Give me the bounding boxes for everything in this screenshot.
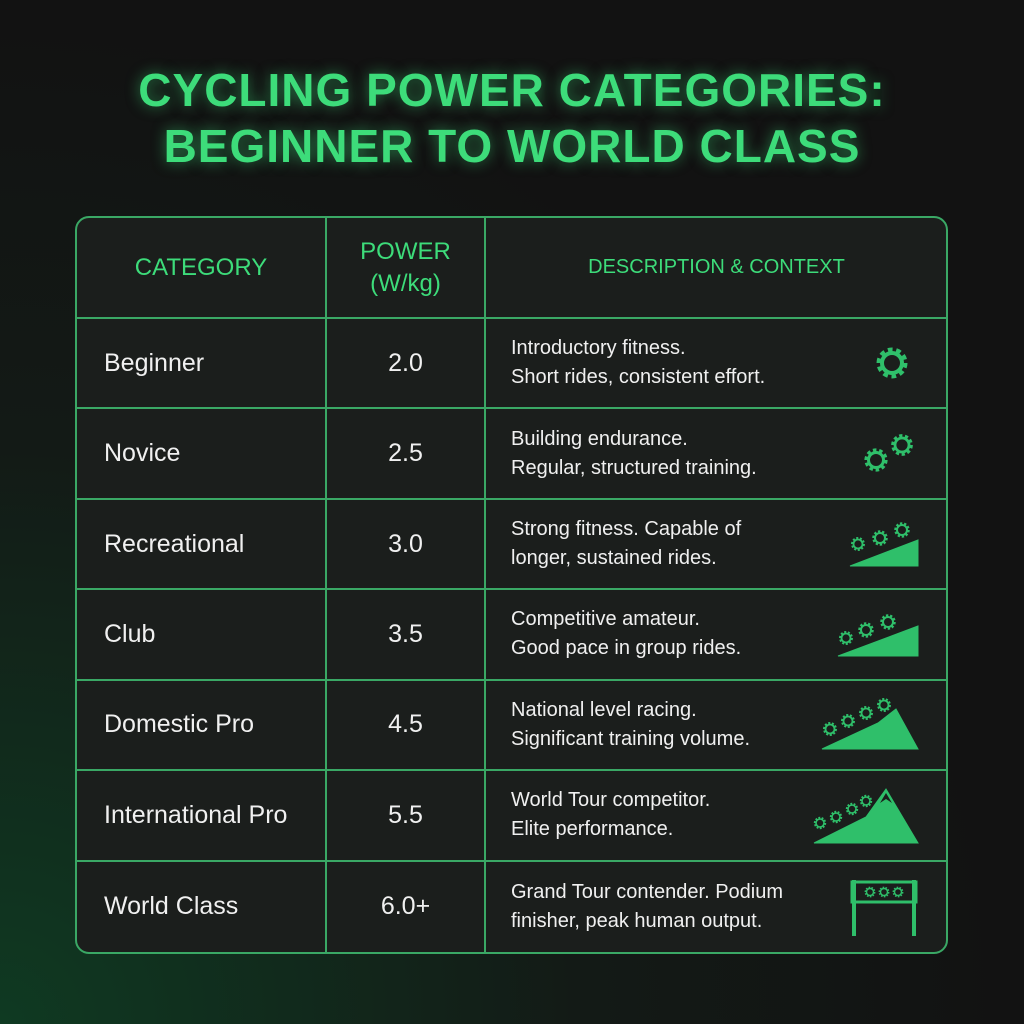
description-cell: Introductory fitness. Short rides, consis… [486,319,946,410]
category-cell: Novice [77,409,327,500]
description: Building endurance. Regular, structured t… [511,425,757,483]
description-line: Good pace in group rides. [511,637,742,660]
description-line: finisher, peak human output. [511,909,763,932]
description-cell: Building endurance. Regular, structured t… [486,409,946,500]
description-line: World Tour competitor. [511,789,711,812]
category-cell: Recreational [77,499,327,591]
column-header: CATEGORY [77,218,327,319]
column-header: POWER (W/kg) [327,218,486,319]
table: CATEGORY POWER (W/kg) DESCRIPTION & CONT… [75,216,948,954]
description-line: National level racing. [511,698,697,721]
description-line: Regular, structured training. [511,456,757,479]
icon-gears [858,429,922,479]
title-line: BEGINNER TO WORLD CLASS [163,120,861,172]
column-header: DESCRIPTION & CONTEXT [486,218,946,319]
title: CYCLING POWER CATEGORIES: BEGINNER TO WO… [0,62,1024,174]
description-cell: World Tour competitor. Elite performance. [486,771,946,862]
description: Introductory fitness. Short rides, consis… [511,334,765,392]
description-line: Elite performance. [511,818,674,841]
power-cell: 2.0 [327,319,486,410]
description-line: Introductory fitness. [511,337,686,360]
description-line: Building endurance. [511,427,688,450]
description: National level racing. Significant traini… [511,696,750,754]
description-cell: Grand Tour contender. Podium finisher, pe… [486,862,946,952]
description-cell: National level racing. Significant traini… [486,681,946,772]
category-cell: Club [77,590,327,681]
icon-slope [837,614,919,657]
icon-slope [849,522,919,567]
category-cell: International Pro [77,771,327,862]
category-cell: Domestic Pro [77,680,327,772]
title-line: CYCLING POWER CATEGORIES: [138,64,886,116]
description: Grand Tour contender. Podium finisher, pe… [511,878,783,936]
category-cell: World Class [77,861,327,952]
icon-hill [821,697,919,750]
description-line: Grand Tour contender. Podium [511,880,784,903]
description: World Tour competitor. Elite performance. [511,786,710,844]
description-line: Short rides, consistent effort. [511,366,766,389]
icon-gear [862,338,922,388]
power-cell: 5.5 [327,771,486,862]
power-cell: 2.5 [327,409,486,500]
description: Strong fitness. Capable of longer, sustai… [511,515,741,573]
description-line: Significant training volume. [511,727,751,750]
description-line: Competitive amateur. [511,608,700,631]
description-cell: Competitive amateur. Good pace in group r… [486,590,946,681]
power-cell: 3.0 [327,499,486,591]
power-cell: 3.5 [327,590,486,681]
description-cell: Strong fitness. Capable of longer, sustai… [486,500,946,591]
power-cell: 6.0+ [327,861,486,952]
icon-mountain [813,788,919,844]
power-cell: 4.5 [327,680,486,772]
category-cell: Beginner [77,319,327,410]
icon-podium-banner [850,879,918,936]
description-line: longer, sustained rides. [511,547,717,570]
description-line: Strong fitness. Capable of [511,518,742,541]
description: Competitive amateur. Good pace in group r… [511,605,741,663]
